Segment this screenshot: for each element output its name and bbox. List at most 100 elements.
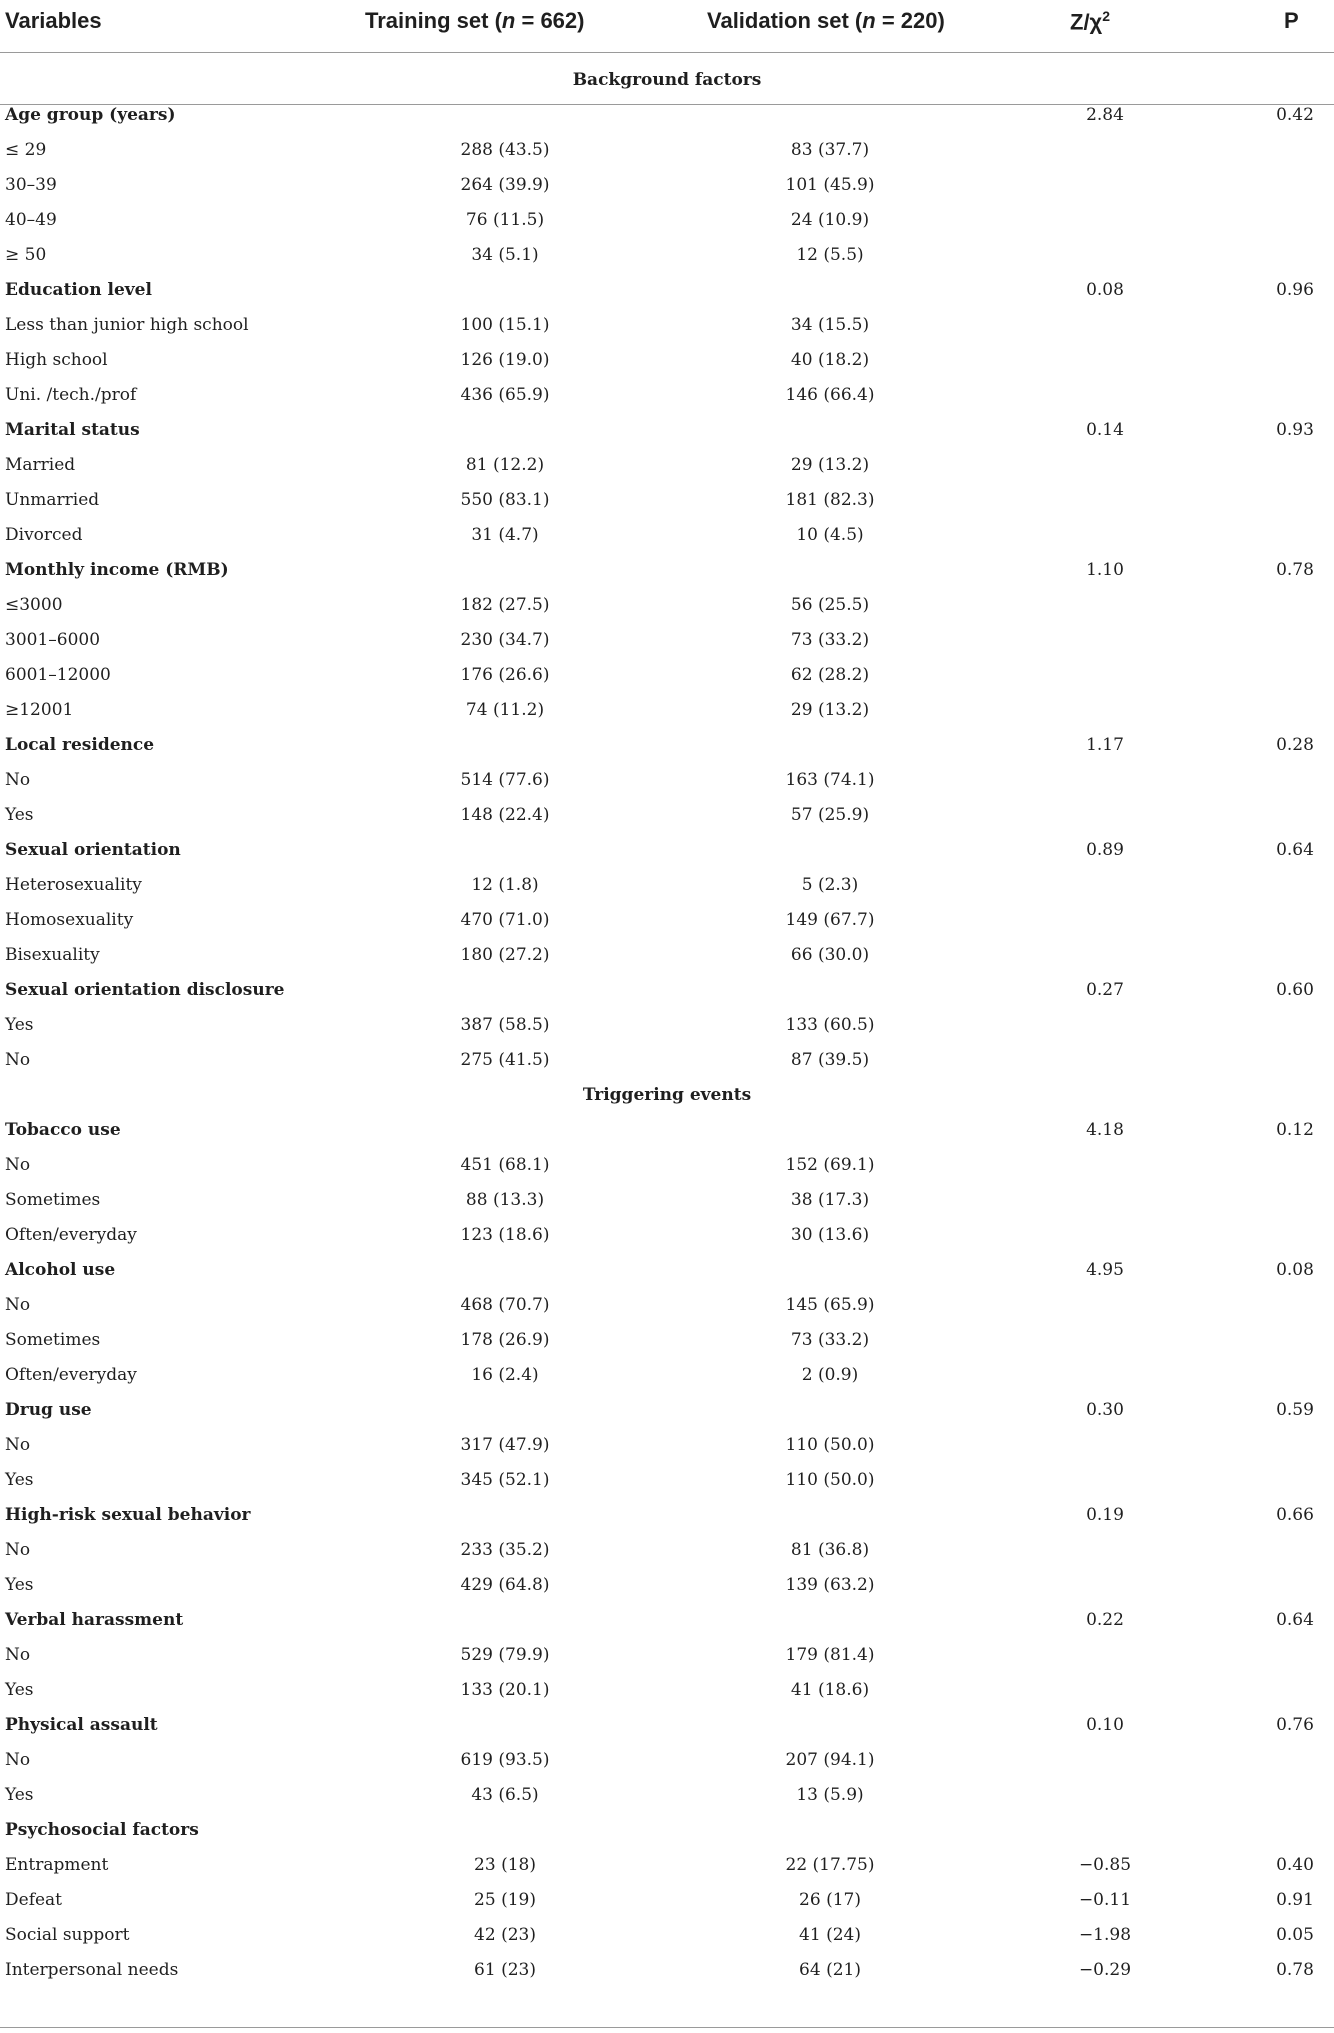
variable-cell: Physical assault [5, 1715, 158, 1735]
validation-cell: 179 (81.4) [785, 1645, 875, 1665]
training-cell: 288 (43.5) [460, 140, 550, 160]
validation-cell: 152 (69.1) [785, 1155, 875, 1175]
variable-group-row: Drug use 0.30 0.59 [0, 1394, 1334, 1429]
header-divider [0, 52, 1334, 53]
statistic-cell: 0.22 [1086, 1610, 1124, 1630]
variable-cell: Drug use [5, 1400, 92, 1420]
variable-cell: Entrapment [5, 1855, 109, 1875]
table-row: Yes 345 (52.1) 110 (50.0) [0, 1464, 1334, 1499]
header-validation-suffix: = 220) [875, 8, 945, 33]
variable-cell: No [5, 1540, 31, 1560]
validation-cell: 24 (10.9) [790, 210, 870, 230]
variable-cell: Uni. /tech./prof [5, 385, 137, 405]
training-cell: 16 (2.4) [471, 1365, 539, 1385]
section-title: Background factors [572, 70, 762, 90]
validation-cell: 41 (18.6) [790, 1680, 870, 1700]
table-row: Yes 148 (22.4) 57 (25.9) [0, 799, 1334, 834]
validation-cell: 110 (50.0) [785, 1470, 875, 1490]
variable-group-row: High-risk sexual behavior 0.19 0.66 [0, 1499, 1334, 1534]
training-cell: 275 (41.5) [460, 1050, 550, 1070]
validation-cell: 73 (33.2) [790, 1330, 870, 1350]
training-cell: 25 (19) [474, 1890, 536, 1910]
header-p-value: P [1284, 8, 1299, 33]
validation-cell: 40 (18.2) [790, 350, 870, 370]
validation-cell: 181 (82.3) [785, 490, 875, 510]
training-cell: 514 (77.6) [460, 770, 550, 790]
header-validation-n: n [862, 8, 876, 33]
variable-cell: Education level [5, 280, 152, 300]
validation-cell: 110 (50.0) [785, 1435, 875, 1455]
table-row: ≤ 29 288 (43.5) 83 (37.7) [0, 134, 1334, 169]
p-value-cell: 0.78 [1276, 560, 1314, 580]
training-cell: 451 (68.1) [460, 1155, 550, 1175]
training-cell: 387 (58.5) [460, 1015, 550, 1035]
p-value-cell: 0.91 [1276, 1890, 1314, 1910]
training-cell: 468 (70.7) [460, 1295, 550, 1315]
table-row: Often/everyday 16 (2.4) 2 (0.9) [0, 1359, 1334, 1394]
variable-cell: Yes [5, 805, 34, 825]
statistic-cell: 0.10 [1086, 1715, 1124, 1735]
training-cell: 76 (11.5) [465, 210, 545, 230]
header-statistic: Z/χ2 [1070, 8, 1110, 35]
validation-cell: 146 (66.4) [785, 385, 875, 405]
validation-cell: 10 (4.5) [796, 525, 864, 545]
variable-cell: Yes [5, 1575, 34, 1595]
training-cell: 74 (11.2) [465, 700, 545, 720]
statistic-cell: −0.11 [1078, 1890, 1132, 1910]
variable-cell: Bisexuality [5, 945, 100, 965]
statistic-cell: 2.84 [1086, 105, 1124, 125]
table-row: Yes 43 (6.5) 13 (5.9) [0, 1779, 1334, 1814]
training-cell: 88 (13.3) [465, 1190, 545, 1210]
variable-cell: 30–39 [5, 175, 57, 195]
training-cell: 148 (22.4) [460, 805, 550, 825]
validation-cell: 133 (60.5) [785, 1015, 875, 1035]
training-cell: 81 (12.2) [465, 455, 545, 475]
training-cell: 100 (15.1) [460, 315, 550, 335]
training-cell: 180 (27.2) [460, 945, 550, 965]
validation-cell: 207 (94.1) [785, 1750, 875, 1770]
table-row: Yes 387 (58.5) 133 (60.5) [0, 1009, 1334, 1044]
variable-cell: 3001–6000 [5, 630, 101, 650]
p-value-cell: 0.64 [1276, 840, 1314, 860]
validation-cell: 30 (13.6) [790, 1225, 870, 1245]
table-row: Divorced 31 (4.7) 10 (4.5) [0, 519, 1334, 554]
training-cell: 176 (26.6) [460, 665, 550, 685]
variable-cell: High-risk sexual behavior [5, 1505, 251, 1525]
table-row: No 529 (79.9) 179 (81.4) [0, 1639, 1334, 1674]
variable-cell: Verbal harassment [5, 1610, 184, 1630]
p-value-cell: 0.93 [1276, 420, 1314, 440]
table-row: Uni. /tech./prof 436 (65.9) 146 (66.4) [0, 379, 1334, 414]
validation-cell: 83 (37.7) [790, 140, 870, 160]
table-row: High school 126 (19.0) 40 (18.2) [0, 344, 1334, 379]
header-validation-prefix: Validation set ( [707, 8, 863, 33]
variable-cell: Often/everyday [5, 1225, 137, 1245]
validation-cell: 29 (13.2) [790, 700, 870, 720]
variable-cell: Often/everyday [5, 1365, 137, 1385]
validation-cell: 56 (25.5) [790, 595, 870, 615]
training-cell: 233 (35.2) [460, 1540, 550, 1560]
section-title: Triggering events [582, 1085, 752, 1105]
variable-cell: No [5, 1645, 31, 1665]
validation-cell: 73 (33.2) [790, 630, 870, 650]
statistic-cell: 4.18 [1086, 1120, 1124, 1140]
variable-cell: Age group (years) [5, 105, 176, 125]
p-value-cell: 0.78 [1276, 1960, 1314, 1980]
table-row: Yes 133 (20.1) 41 (18.6) [0, 1674, 1334, 1709]
validation-cell: 22 (17.75) [785, 1855, 875, 1875]
table-row: Entrapment 23 (18) 22 (17.75) −0.85 0.40 [0, 1849, 1334, 1884]
p-value-cell: 0.08 [1276, 1260, 1314, 1280]
p-value-cell: 0.64 [1276, 1610, 1314, 1630]
header-variables: Variables [5, 8, 102, 33]
validation-cell: 62 (28.2) [790, 665, 870, 685]
training-cell: 619 (93.5) [460, 1750, 550, 1770]
table-row: No 275 (41.5) 87 (39.5) [0, 1044, 1334, 1079]
table-row: Homosexuality 470 (71.0) 149 (67.7) [0, 904, 1334, 939]
training-cell: 178 (26.9) [460, 1330, 550, 1350]
variable-cell: Yes [5, 1015, 34, 1035]
statistic-cell: 0.19 [1086, 1505, 1124, 1525]
variable-cell: High school [5, 350, 108, 370]
section-header: Triggering events [0, 1079, 1334, 1114]
table-row: 30–39 264 (39.9) 101 (45.9) [0, 169, 1334, 204]
variable-group-row: Age group (years) 2.84 0.42 [0, 99, 1334, 134]
variable-cell: Monthly income (RMB) [5, 560, 229, 580]
